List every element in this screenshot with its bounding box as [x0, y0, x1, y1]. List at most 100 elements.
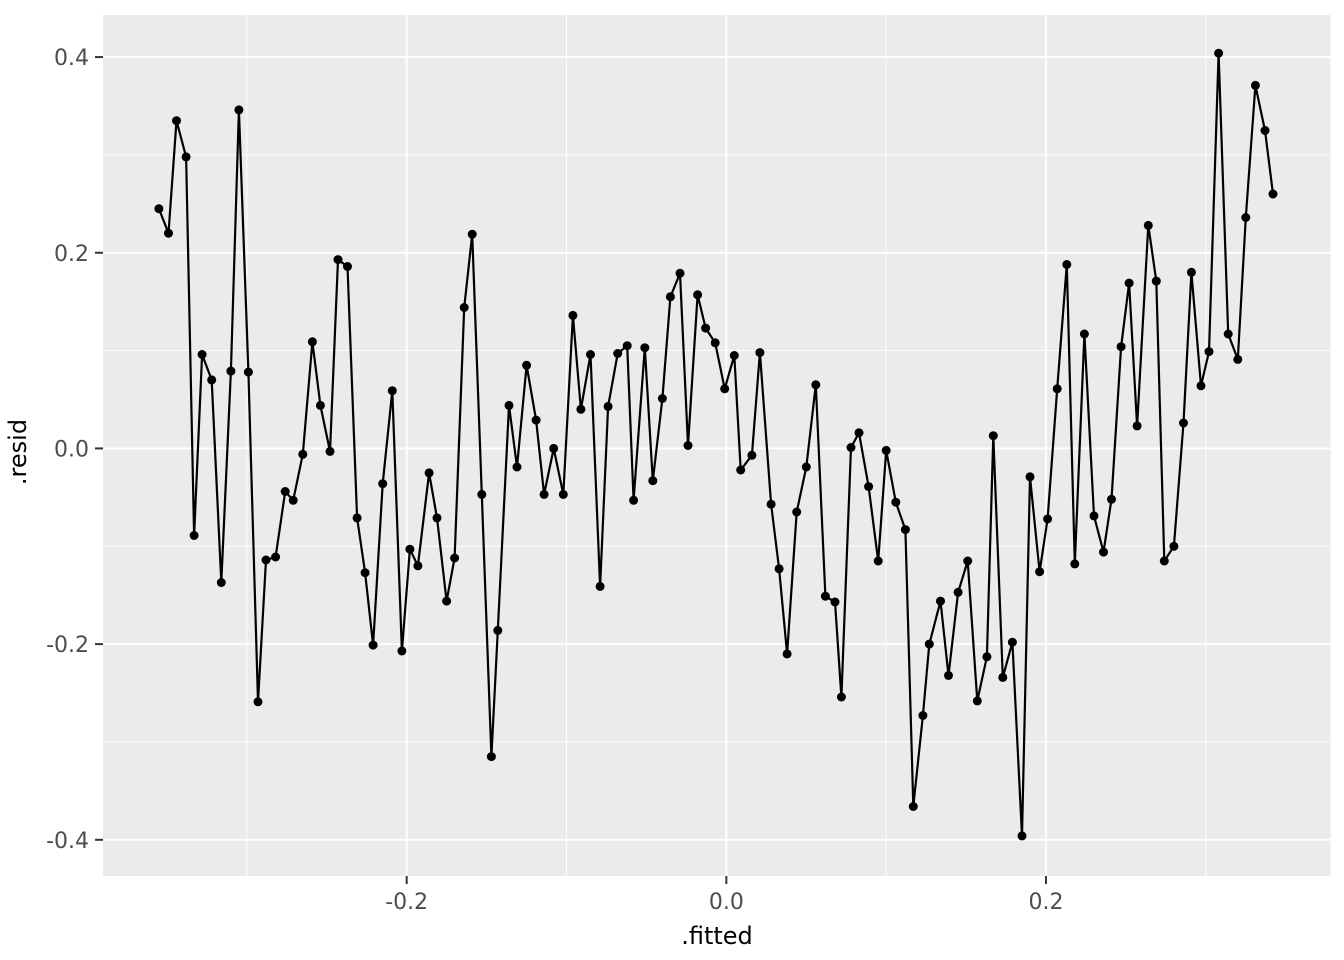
data-point — [450, 553, 460, 563]
x-tick-label: 0.2 — [1029, 890, 1064, 915]
data-point — [782, 649, 792, 659]
data-point — [352, 513, 362, 523]
data-point — [988, 431, 998, 441]
data-point — [172, 116, 181, 126]
data-point — [522, 360, 532, 370]
data-point — [413, 561, 423, 571]
data-point — [424, 468, 434, 478]
data-point — [368, 640, 378, 650]
y-tick-label: -0.4 — [46, 829, 89, 854]
data-point — [397, 646, 407, 656]
x-tick-label: 0.0 — [709, 890, 744, 915]
data-point — [253, 697, 263, 707]
data-point — [1043, 514, 1053, 524]
data-point — [629, 495, 639, 505]
data-point — [387, 386, 397, 396]
data-point — [333, 255, 343, 265]
data-point — [549, 443, 559, 453]
data-point — [1062, 260, 1072, 269]
data-point — [792, 507, 802, 517]
data-point — [1159, 556, 1169, 566]
data-point — [811, 380, 821, 390]
data-point — [998, 672, 1008, 682]
data-point — [1204, 347, 1214, 357]
data-point — [1214, 48, 1224, 58]
data-point — [736, 465, 746, 475]
data-point — [1196, 381, 1206, 391]
data-point — [1052, 384, 1062, 394]
data-point — [1143, 220, 1153, 230]
data-point — [683, 441, 693, 450]
data-point — [378, 479, 388, 489]
data-point — [1268, 189, 1278, 199]
data-point — [307, 337, 317, 347]
data-point — [944, 670, 953, 680]
y-axis-title: .resid — [4, 392, 32, 512]
data-point — [558, 489, 568, 499]
y-tick-label: 0.2 — [54, 242, 89, 267]
data-point — [493, 625, 503, 635]
data-point — [864, 482, 874, 492]
data-point — [846, 443, 856, 452]
data-point — [271, 552, 281, 562]
data-point — [755, 348, 765, 358]
data-point — [207, 375, 217, 385]
data-point — [226, 366, 236, 376]
data-point — [1223, 329, 1233, 339]
data-point — [924, 639, 934, 649]
data-point — [1035, 567, 1045, 577]
data-point — [459, 303, 469, 312]
data-point — [1260, 126, 1270, 135]
data-point — [512, 462, 522, 472]
data-point — [908, 802, 918, 811]
data-point — [189, 531, 199, 540]
data-point — [1250, 80, 1260, 90]
data-point — [774, 564, 784, 574]
data-point — [657, 394, 667, 403]
data-point — [288, 495, 298, 505]
data-point — [1116, 342, 1126, 352]
data-point — [586, 350, 595, 359]
data-point — [1186, 267, 1196, 277]
data-point — [576, 404, 586, 414]
y-tick-label: 0.4 — [54, 46, 89, 71]
data-point — [963, 556, 973, 566]
data-point — [613, 349, 623, 358]
data-point — [603, 401, 613, 411]
data-point — [710, 338, 720, 348]
data-point — [298, 449, 308, 459]
data-point — [665, 292, 675, 302]
data-point — [539, 489, 549, 499]
data-point — [1025, 472, 1035, 482]
data-point — [568, 310, 578, 320]
data-point — [820, 591, 830, 601]
data-point — [801, 462, 811, 472]
data-point — [1099, 547, 1108, 557]
data-point — [640, 343, 650, 353]
data-point — [315, 400, 325, 410]
data-point — [1132, 421, 1142, 431]
data-point — [936, 596, 945, 606]
data-point — [747, 450, 757, 460]
data-point — [504, 400, 514, 410]
data-point — [953, 587, 963, 597]
data-point — [325, 446, 335, 456]
data-point — [164, 228, 173, 238]
chart-panel — [103, 15, 1331, 876]
data-point — [405, 544, 415, 554]
data-point — [1070, 559, 1080, 569]
data-point — [432, 513, 442, 523]
data-point — [216, 578, 226, 587]
data-point — [622, 341, 632, 351]
data-point — [442, 596, 452, 606]
data-point — [1089, 511, 1099, 521]
data-point — [982, 652, 992, 662]
data-point — [918, 711, 928, 720]
data-point — [531, 415, 541, 425]
data-point — [701, 323, 711, 333]
data-point — [1107, 494, 1116, 504]
data-point — [972, 696, 982, 706]
data-point — [693, 290, 703, 300]
